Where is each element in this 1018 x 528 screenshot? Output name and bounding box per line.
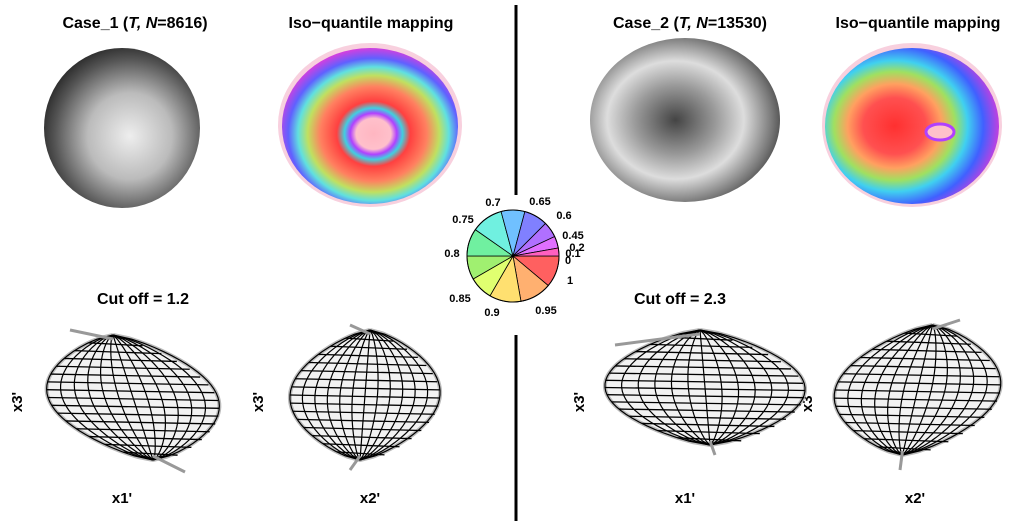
axis-label: x1' (675, 490, 695, 507)
images (44, 38, 1002, 208)
wheel-label: 0.6 (556, 210, 571, 222)
mesh (290, 325, 440, 470)
grayscale-image (590, 38, 780, 202)
meshes (47, 320, 1001, 472)
wheel-label: 0.65 (529, 196, 550, 208)
case-title-part: Case_2 ( (613, 15, 679, 32)
case-title-part: =13530) (708, 15, 767, 32)
wheel-label: 0.7 (485, 197, 500, 209)
wheel-label: 0.85 (449, 293, 470, 305)
wheel-label: 0.9 (484, 307, 499, 319)
heat-image (825, 48, 999, 204)
cutoff-label: Cut off = 1.2 (97, 291, 189, 308)
axis-label: x3' (571, 392, 588, 412)
case-title: Case_1 (T, N=8616) (62, 15, 207, 32)
axis-label: x1' (112, 490, 132, 507)
cutoff-label: Cut off = 2.3 (634, 291, 726, 308)
mesh-tip (153, 456, 185, 472)
mesh (47, 330, 220, 472)
wheel-label: 0.8 (444, 248, 459, 260)
heat-spot (926, 124, 954, 140)
wheel-label: 0.95 (535, 305, 556, 317)
mesh (605, 330, 805, 455)
heat-image (282, 48, 458, 204)
axis-label: x2' (905, 490, 925, 507)
case-title-part: T, N (128, 15, 157, 32)
case-title-part: =8616) (157, 15, 207, 32)
axis-label: x3' (250, 392, 267, 412)
mesh (834, 320, 1001, 470)
mapping-title: Iso−quantile mapping (289, 15, 454, 32)
wheel-label: 0.45 (562, 230, 583, 242)
wheel-label: 0 (565, 255, 571, 267)
axis-label: x2' (360, 490, 380, 507)
wheel-label: 0.75 (452, 214, 473, 226)
case-title-part: Case_1 ( (62, 15, 128, 32)
mapping-title: Iso−quantile mapping (836, 15, 1001, 32)
case-title: Case_2 (T, N=13530) (613, 15, 767, 32)
figure: Case_1 (T, N=8616) Iso−quantile mapping … (0, 0, 1018, 523)
case-title-part: T, N (679, 15, 708, 32)
axis-label: x3' (9, 392, 26, 412)
grayscale-image (44, 48, 200, 208)
wheel-label: 1 (567, 275, 573, 287)
